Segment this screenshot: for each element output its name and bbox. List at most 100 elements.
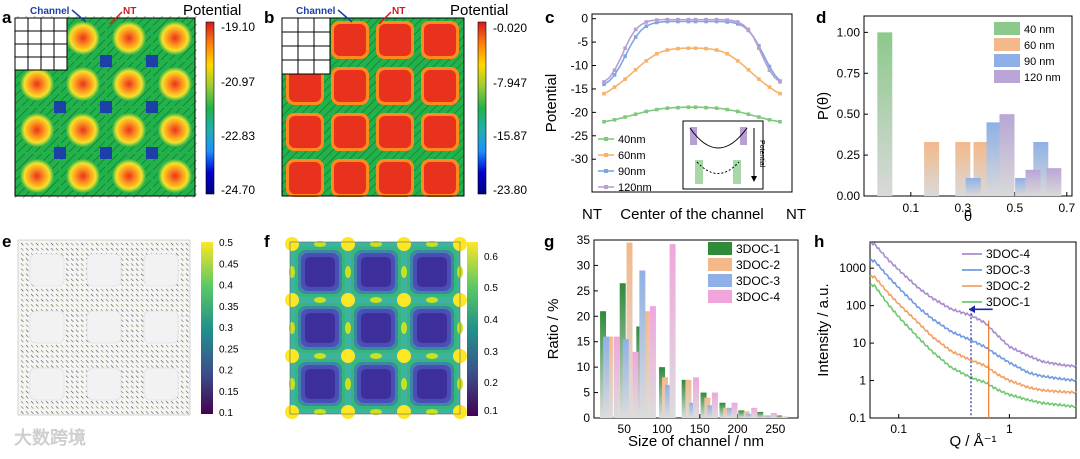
vector-arrow	[25, 375, 29, 379]
data-point	[602, 80, 606, 84]
vector-arrow	[155, 400, 159, 404]
y-tick-label: 0.75	[837, 66, 861, 80]
vector-arrow	[105, 303, 109, 307]
vector-arrow	[65, 339, 69, 343]
vector-arrow	[150, 344, 154, 348]
vector-arrow	[20, 258, 24, 261]
data-point	[778, 91, 782, 96]
vector-arrow	[135, 411, 139, 414]
vector-arrow	[110, 247, 114, 251]
series-line-3DOC-1	[869, 283, 1077, 409]
vector-arrow	[65, 385, 69, 389]
vector-arrow	[140, 334, 144, 338]
vector-arrow	[65, 354, 69, 358]
channel-spot	[100, 147, 112, 159]
plot-frame	[869, 241, 1077, 419]
nt-spot	[334, 24, 366, 56]
vector-arrow	[180, 405, 184, 409]
vector-arrow	[130, 278, 134, 282]
vector-arrow	[120, 263, 124, 267]
vector-arrow	[145, 360, 149, 363]
vector-arrow	[165, 400, 169, 404]
y-tick-label: 30	[577, 258, 591, 272]
vector-arrow	[75, 258, 79, 261]
vector-arrow	[130, 309, 134, 312]
vector-arrow	[170, 400, 174, 404]
y-tick-label: 10	[853, 336, 867, 350]
vector-arrow	[130, 252, 134, 256]
vector-arrow	[115, 400, 119, 404]
edge-hotspot	[426, 241, 438, 247]
vector-arrow	[140, 278, 144, 282]
node-hotspot	[285, 293, 299, 307]
vector-arrow	[100, 247, 104, 251]
data-point	[623, 54, 627, 58]
data-point	[602, 119, 606, 124]
vector-arrow	[145, 247, 149, 251]
legend-marker	[604, 169, 608, 173]
data-point	[676, 17, 680, 22]
legend-swatch	[708, 290, 732, 303]
vector-arrow	[105, 400, 109, 404]
vector-arrow	[135, 365, 139, 369]
vector-arrow	[45, 242, 49, 246]
data-point	[612, 118, 617, 122]
vector-arrow	[135, 329, 139, 333]
bar-3DOC-1	[700, 392, 707, 418]
bar-3DOC-1	[600, 311, 607, 418]
vector-arrow	[175, 349, 179, 353]
vector-arrow	[45, 411, 49, 414]
node-hotspot	[285, 405, 299, 419]
inset-nt-right-lower	[733, 160, 741, 184]
vector-arrow	[25, 268, 29, 272]
y-tick-label: 1000	[839, 261, 866, 275]
vector-arrow	[130, 395, 134, 399]
vector-arrow	[75, 324, 79, 328]
vector-arrow	[120, 258, 124, 261]
colorbar-tick: -15.87	[493, 129, 527, 143]
y-tick-label: 5	[583, 386, 590, 400]
bar-3DOC-1	[681, 379, 688, 418]
nt-spot	[112, 67, 146, 101]
vector-arrow	[170, 354, 174, 358]
vector-arrow	[80, 390, 84, 394]
vector-arrow	[145, 303, 149, 307]
vector-arrow	[125, 278, 129, 282]
vector-arrow	[125, 324, 129, 328]
vector-arrow	[180, 258, 184, 261]
vector-arrow	[40, 365, 44, 369]
vector-arrow	[55, 400, 59, 404]
vector-arrow	[65, 324, 69, 328]
edge-hotspot	[370, 409, 382, 415]
vector-arrow	[35, 360, 39, 363]
vector-arrow	[85, 309, 89, 312]
channel-size-histogram: 0 5 10 15 20 25 30 35 50 100 150 200 250 Ratio / % Siz…	[545, 233, 799, 450]
vector-arrow	[120, 324, 124, 328]
vector-arrow	[175, 309, 179, 312]
vector-arrow	[180, 344, 184, 348]
vector-arrow	[20, 278, 24, 282]
vector-arrow	[100, 349, 104, 353]
series-line-3DOC-3	[869, 258, 1077, 383]
vector-arrow	[75, 339, 79, 343]
y-tick-label: -20	[571, 105, 589, 119]
vector-arrow	[70, 349, 74, 353]
vector-arrow	[125, 293, 129, 297]
vector-arrow	[90, 354, 94, 358]
vector-arrow	[125, 319, 129, 323]
map-frame	[14, 17, 196, 197]
panel-d: d 0.00 0.25 0.50 0.75 1.00 0.1 0.3 0.5 0.7 P(θ) θ 4…	[810, 0, 1080, 225]
vector-arrow	[60, 242, 64, 246]
vector-arrow	[75, 375, 79, 379]
vector-arrow	[140, 385, 144, 389]
vector-arrow	[65, 319, 69, 323]
vector-arrow	[65, 293, 69, 297]
vector-arrow	[110, 400, 114, 404]
data-point	[725, 18, 729, 22]
bar-3DOC-3	[603, 336, 610, 418]
vector-arrow	[45, 288, 49, 292]
vector-arrow	[20, 370, 24, 374]
vector-arrow	[140, 293, 144, 297]
vector-arrow	[40, 349, 44, 353]
vector-arrow	[185, 344, 189, 348]
